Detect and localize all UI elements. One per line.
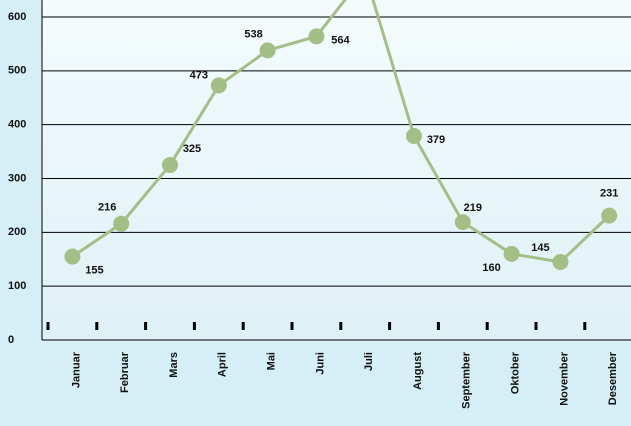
plot-area xyxy=(42,0,631,340)
data-label: 145 xyxy=(531,242,549,254)
x-tick-label: April xyxy=(217,352,229,377)
x-tick-label: Mars xyxy=(168,352,180,378)
data-label: 216 xyxy=(98,202,116,214)
data-label: 473 xyxy=(190,69,208,81)
line xyxy=(71,0,611,264)
x-tick-label: Oktober xyxy=(510,351,522,394)
data-label: 379 xyxy=(427,134,445,146)
marker xyxy=(503,245,520,262)
marker xyxy=(259,42,276,59)
x-tick-label: Januar xyxy=(70,351,82,388)
data-label: 564 xyxy=(331,34,350,46)
marker xyxy=(162,157,178,174)
data-label: 219 xyxy=(464,202,482,214)
y-tick-label: 400 xyxy=(8,119,26,131)
grid xyxy=(42,16,631,341)
y-tick-label: 600 xyxy=(8,11,26,23)
y-tick-label: 300 xyxy=(8,172,26,184)
data-label: 538 xyxy=(244,28,262,40)
x-tick-label: August xyxy=(412,352,424,390)
y-tick-label: 500 xyxy=(8,65,26,77)
y-tick-label: 200 xyxy=(8,226,26,238)
data-label: 231 xyxy=(600,188,618,200)
x-tick-label: Februar xyxy=(119,351,131,393)
x-tick-label: Desember xyxy=(607,351,619,405)
data-label: 160 xyxy=(482,262,500,274)
x-tick-label: Mai xyxy=(266,352,278,370)
data-label: 155 xyxy=(85,264,103,276)
y-tick-label: 0 xyxy=(8,334,14,346)
data-label: 325 xyxy=(183,143,201,155)
x-tick-label: Juni xyxy=(314,352,326,375)
x-tick-label: September xyxy=(461,351,473,409)
marker xyxy=(64,248,81,265)
marker xyxy=(308,28,325,45)
marker xyxy=(210,77,227,94)
marker xyxy=(601,207,618,224)
marker xyxy=(552,253,569,270)
marker xyxy=(406,127,422,144)
marker xyxy=(454,214,471,231)
x-tick-label: Juli xyxy=(363,352,375,371)
marker xyxy=(113,215,130,232)
y-tick-label: 100 xyxy=(8,280,26,292)
x-tick-label: November xyxy=(558,351,570,406)
plot: 155 216 325 473 538 564 379 219 160 145 231 xyxy=(64,0,618,276)
